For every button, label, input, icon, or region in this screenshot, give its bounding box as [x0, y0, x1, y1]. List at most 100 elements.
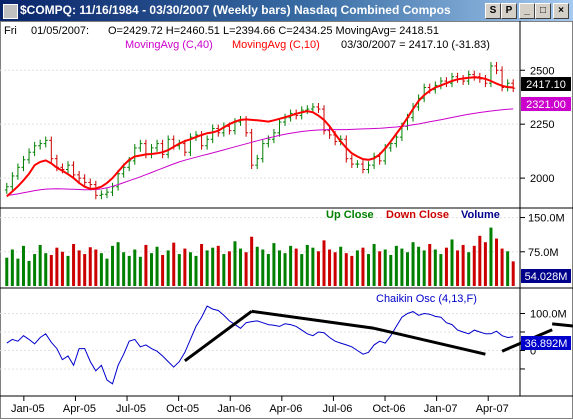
volume-bar [272, 243, 276, 286]
volume-bar [478, 235, 482, 286]
trendline [251, 309, 375, 330]
volume-bar [133, 249, 137, 286]
volume-bar [66, 255, 70, 286]
price-bar [488, 62, 493, 88]
volume-bar [328, 249, 332, 286]
price-bar [155, 139, 160, 152]
volume-bar [277, 250, 281, 286]
volume-bar [172, 242, 176, 286]
volume-bar [333, 252, 337, 286]
price-bar [4, 182, 9, 194]
volume-bar [216, 245, 220, 286]
trendline [552, 322, 573, 328]
chart-app-icon[interactable] [3, 4, 18, 19]
volume-badge-text: 54.028M [525, 271, 568, 283]
price-bar [82, 174, 87, 187]
xaxis-label: Jan-06 [217, 403, 251, 415]
volume-bar [155, 246, 159, 286]
volume-bar [378, 251, 382, 286]
price-bar [149, 144, 154, 159]
volume-bar [450, 239, 454, 286]
minimize-button[interactable]: _ [519, 3, 535, 19]
volume-bar [405, 252, 409, 286]
volume-bar [222, 254, 226, 286]
price-bar [188, 133, 193, 157]
price-bar [255, 154, 260, 170]
price-bar [49, 136, 54, 163]
volume-bar [127, 255, 131, 286]
volume-bar [428, 244, 432, 286]
volume-bar [77, 250, 81, 286]
price-bar [110, 182, 115, 197]
price-bar [483, 75, 488, 88]
xaxis-label: Jul-06 [322, 403, 352, 415]
volume-bar [439, 254, 443, 286]
chart-canvas[interactable]: Fri 01/05/2007: O=2429.72 H=2460.51 L=23… [0, 21, 573, 419]
volume-bar [500, 248, 504, 286]
volume-bar [433, 249, 437, 286]
price-bar [422, 83, 427, 103]
volume-badge [521, 269, 571, 283]
legend-down-close: Down Close [386, 209, 449, 221]
ma40-badge [521, 97, 571, 111]
volume-bar [55, 247, 59, 286]
price-bar [182, 139, 187, 157]
volume-bar [495, 238, 499, 286]
trendlines [183, 309, 573, 363]
price-bar [43, 136, 48, 148]
info-ohlc: O=2429.72 H=2460.51 L=2394.66 C=2434.25 … [108, 25, 439, 37]
osc-tick-label: 0 [530, 345, 536, 357]
price-bar [511, 79, 516, 93]
price-bar [472, 70, 477, 81]
volume-bar [33, 254, 37, 286]
price-bars [4, 62, 516, 200]
maximize-button[interactable]: □ [535, 3, 551, 19]
price-bar [305, 105, 310, 115]
price-bar [10, 172, 15, 191]
volume-bar [194, 255, 198, 286]
s-button[interactable]: S [485, 3, 501, 19]
xaxis-label: Jan-05 [11, 403, 45, 415]
close-button[interactable]: × [553, 3, 569, 19]
volume-bar [94, 249, 98, 286]
volume-bar [361, 247, 365, 286]
price-bar [277, 118, 282, 137]
volume-bar [83, 254, 87, 286]
volume-bar [400, 248, 404, 286]
volume-bar [138, 256, 142, 286]
volume-bar [99, 253, 103, 286]
info-date: 01/05/2007: [31, 25, 89, 37]
ma10-legend: MovingAvg (C,10) [232, 39, 320, 51]
p-button[interactable]: P [501, 3, 517, 19]
ma10-line [6, 76, 514, 198]
trendline [183, 310, 253, 363]
volume-bar [111, 245, 115, 286]
volume-bar [244, 252, 248, 286]
price-bar [27, 148, 32, 164]
price-bar [500, 66, 505, 92]
xaxis-label: Oct-06 [373, 403, 406, 415]
title-bar[interactable]: $COMPQ: 11/16/1984 - 03/30/2007 (Weekly … [0, 0, 573, 21]
volume-tick-label: 75.0M [528, 247, 559, 259]
volume-bar [21, 245, 25, 286]
volume-bars [5, 227, 515, 286]
ma10-value: 03/30/2007 = 2417.10 (-31.83) [341, 39, 490, 51]
volume-bar [467, 252, 471, 286]
volume-bar [511, 261, 515, 286]
xaxis-label: Oct-05 [166, 403, 199, 415]
volume-bar [311, 247, 315, 286]
volume-bar [60, 251, 64, 286]
volume-bar [483, 242, 487, 286]
price-bar [283, 113, 288, 126]
price-bar [104, 188, 109, 199]
volume-bar [88, 247, 92, 286]
xaxis-label: Jan-07 [424, 403, 458, 415]
volume-bar [44, 253, 48, 286]
last-close-badge [521, 77, 571, 91]
volume-bar [261, 249, 265, 286]
volume-bar [444, 247, 448, 286]
volume-bar [350, 255, 354, 286]
volume-bar [227, 251, 231, 286]
volume-gridlines [0, 217, 520, 253]
last-close-badge-text: 2417.10 [526, 79, 566, 91]
